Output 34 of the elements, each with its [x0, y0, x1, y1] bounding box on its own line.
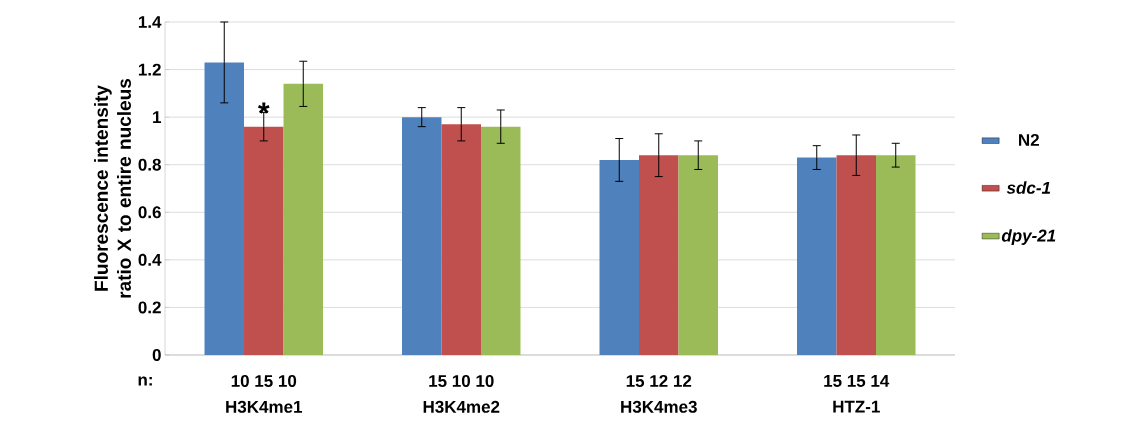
text: 10 15 10 — [231, 374, 297, 388]
bar — [836, 155, 876, 355]
y-tick-label: 0.4 — [138, 253, 162, 266]
text: n: — [138, 376, 152, 386]
bar — [441, 124, 482, 355]
bar — [481, 126, 521, 355]
y-tick-label: 0.6 — [138, 206, 161, 219]
x-tick-label: H3K4me2 — [423, 400, 500, 413]
legend-label: dpy-21 — [1001, 229, 1056, 246]
bar — [283, 83, 324, 355]
x-tick-label: H3K4me3 — [621, 400, 697, 413]
text: 15 10 10 — [429, 374, 494, 388]
y-tick-label: 0.8 — [138, 158, 161, 171]
bar — [402, 117, 442, 355]
x-tick-label: HTZ-1 — [833, 400, 880, 413]
bar — [244, 126, 284, 355]
text: 15 12 12 — [626, 374, 692, 388]
y-tick-label: 1.4 — [138, 16, 162, 28]
text: 15 15 14 — [824, 375, 890, 387]
bar — [599, 159, 639, 355]
y-axis-title: Fluorescence intensity ratio X to entire nucleus — [94, 78, 131, 298]
y-tick-label: 0.2 — [138, 301, 161, 314]
y-tick-label: 1 — [153, 111, 162, 123]
bar — [204, 62, 245, 355]
bar — [797, 157, 837, 355]
bar — [678, 155, 718, 355]
bar — [876, 155, 916, 355]
legend-label: N2 — [1019, 133, 1039, 146]
y-tick-label: 1.2 — [138, 63, 161, 76]
bar — [639, 155, 679, 355]
y-tick-label: 0 — [152, 348, 161, 362]
annotation: * — [258, 102, 270, 114]
x-tick-label: H3K4me1 — [226, 400, 303, 413]
legend-label: sdc-1 — [1006, 181, 1051, 194]
